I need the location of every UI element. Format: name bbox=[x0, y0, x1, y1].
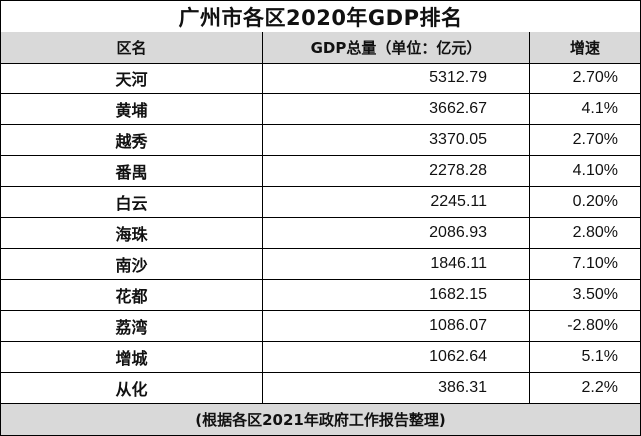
growth-cell: -2.80% bbox=[567, 317, 618, 334]
table-footer-note: (根据各区2021年政府工作报告整理) bbox=[1, 404, 640, 435]
district-cell: 增城 bbox=[1, 342, 263, 372]
district-cell: 番禺 bbox=[1, 156, 263, 186]
district-cell: 白云 bbox=[1, 187, 263, 217]
district-cell: 从化 bbox=[1, 373, 263, 403]
gdp-cell: 2086.93 bbox=[263, 218, 530, 248]
gdp-cell: 3662.67 bbox=[263, 94, 530, 124]
growth-cell: 3.50% bbox=[572, 286, 618, 303]
growth-cell: 0.20% bbox=[572, 193, 618, 210]
district-cell: 荔湾 bbox=[1, 311, 263, 341]
gdp-cell: 1086.07 bbox=[263, 311, 530, 341]
table-row: 南沙 1846.11 7.10% bbox=[1, 249, 640, 280]
growth-cell: 2.80% bbox=[572, 224, 618, 241]
table-title: 广州市各区2020年GDP排名 bbox=[1, 1, 640, 33]
table-row: 增城 1062.64 5.1% bbox=[1, 342, 640, 373]
table-row: 海珠 2086.93 2.80% bbox=[1, 218, 640, 249]
table-row: 荔湾 1086.07 -2.80% bbox=[1, 311, 640, 342]
gdp-cell: 5312.79 bbox=[263, 63, 530, 93]
gdp-cell: 3370.05 bbox=[263, 125, 530, 155]
table-row: 越秀 3370.05 2.70% bbox=[1, 125, 640, 156]
district-cell: 花都 bbox=[1, 280, 263, 310]
growth-cell: 2.70% bbox=[572, 69, 618, 86]
table-row: 花都 1682.15 3.50% bbox=[1, 280, 640, 311]
gdp-cell: 2278.28 bbox=[263, 156, 530, 186]
growth-cell: 4.10% bbox=[572, 162, 618, 179]
district-cell: 南沙 bbox=[1, 249, 263, 279]
gdp-cell: 386.31 bbox=[263, 373, 530, 403]
header-district: 区名 bbox=[1, 32, 263, 63]
growth-cell: 7.10% bbox=[572, 255, 618, 272]
growth-cell: 5.1% bbox=[581, 348, 618, 365]
table-row: 番禺 2278.28 4.10% bbox=[1, 156, 640, 187]
gdp-cell: 1682.15 bbox=[263, 280, 530, 310]
growth-cell: 2.2% bbox=[581, 379, 618, 396]
growth-cell: 2.70% bbox=[572, 131, 618, 148]
district-cell: 海珠 bbox=[1, 218, 263, 248]
table-row: 白云 2245.11 0.20% bbox=[1, 187, 640, 218]
gdp-cell: 1846.11 bbox=[263, 249, 530, 279]
table-row: 从化 386.31 2.2% bbox=[1, 373, 640, 404]
table-row: 黄埔 3662.67 4.1% bbox=[1, 94, 640, 125]
district-cell: 黄埔 bbox=[1, 94, 263, 124]
gdp-cell: 2245.11 bbox=[263, 187, 530, 217]
growth-cell: 4.1% bbox=[581, 100, 618, 117]
header-gdp: GDP总量（单位：亿元） bbox=[263, 32, 530, 63]
header-growth: 增速 bbox=[569, 39, 600, 57]
district-cell: 越秀 bbox=[1, 125, 263, 155]
table-row: 天河 5312.79 2.70% bbox=[1, 63, 640, 94]
district-cell: 天河 bbox=[1, 63, 263, 93]
table-header-row: 区名 GDP总量（单位：亿元） 增速 bbox=[1, 32, 640, 64]
gdp-cell: 1062.64 bbox=[263, 342, 530, 372]
